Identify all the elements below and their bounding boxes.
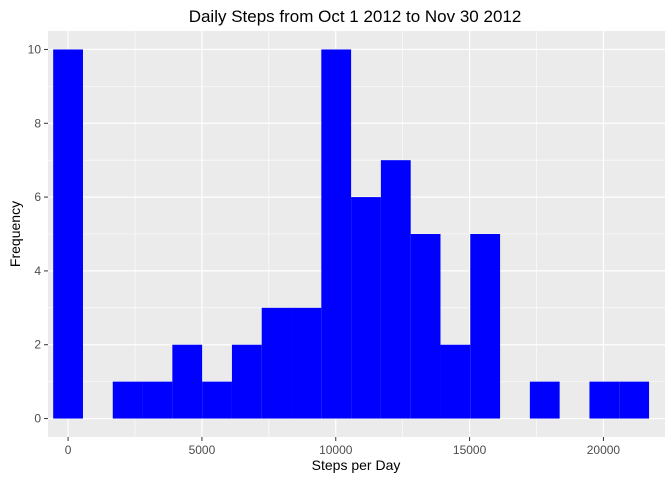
- histogram-bar: [291, 307, 322, 419]
- y-tick-label: 8: [34, 116, 41, 130]
- x-tick-label: 15000: [453, 443, 487, 457]
- x-tick-label: 10000: [319, 443, 353, 457]
- histogram-bar: [261, 307, 292, 419]
- histogram-bar: [231, 344, 262, 419]
- x-axis: 0 5000 10000 15000 20000: [65, 437, 621, 457]
- histogram-bar: [619, 381, 650, 419]
- x-axis-title: Steps per Day: [312, 457, 401, 473]
- y-tick-label: 0: [34, 412, 41, 426]
- histogram-bar: [112, 381, 143, 419]
- histogram-bar: [529, 381, 560, 419]
- histogram-bar: [589, 381, 620, 419]
- histogram-bar: [410, 234, 441, 419]
- y-axis-title: Frequency: [7, 201, 23, 267]
- y-tick-label: 6: [34, 190, 41, 204]
- x-tick-label: 20000: [587, 443, 621, 457]
- x-tick-label: 5000: [189, 443, 216, 457]
- y-tick-label: 10: [28, 42, 42, 56]
- histogram-bar: [440, 344, 471, 419]
- x-tick-label: 0: [65, 443, 72, 457]
- y-tick-label: 2: [34, 338, 41, 352]
- histogram-bar: [470, 234, 501, 419]
- histogram-bar: [202, 381, 232, 419]
- histogram-bar: [321, 49, 352, 419]
- histogram-bar: [53, 49, 83, 419]
- histogram-bars: [53, 49, 650, 419]
- histogram-bar: [172, 344, 203, 419]
- histogram-bar: [351, 197, 381, 419]
- histogram-bar: [142, 381, 173, 419]
- histogram-bar: [380, 160, 411, 419]
- y-tick-label: 4: [34, 264, 41, 278]
- y-axis: 0 2 4 6 8 10: [28, 42, 48, 426]
- chart-title: Daily Steps from Oct 1 2012 to Nov 30 20…: [189, 7, 522, 26]
